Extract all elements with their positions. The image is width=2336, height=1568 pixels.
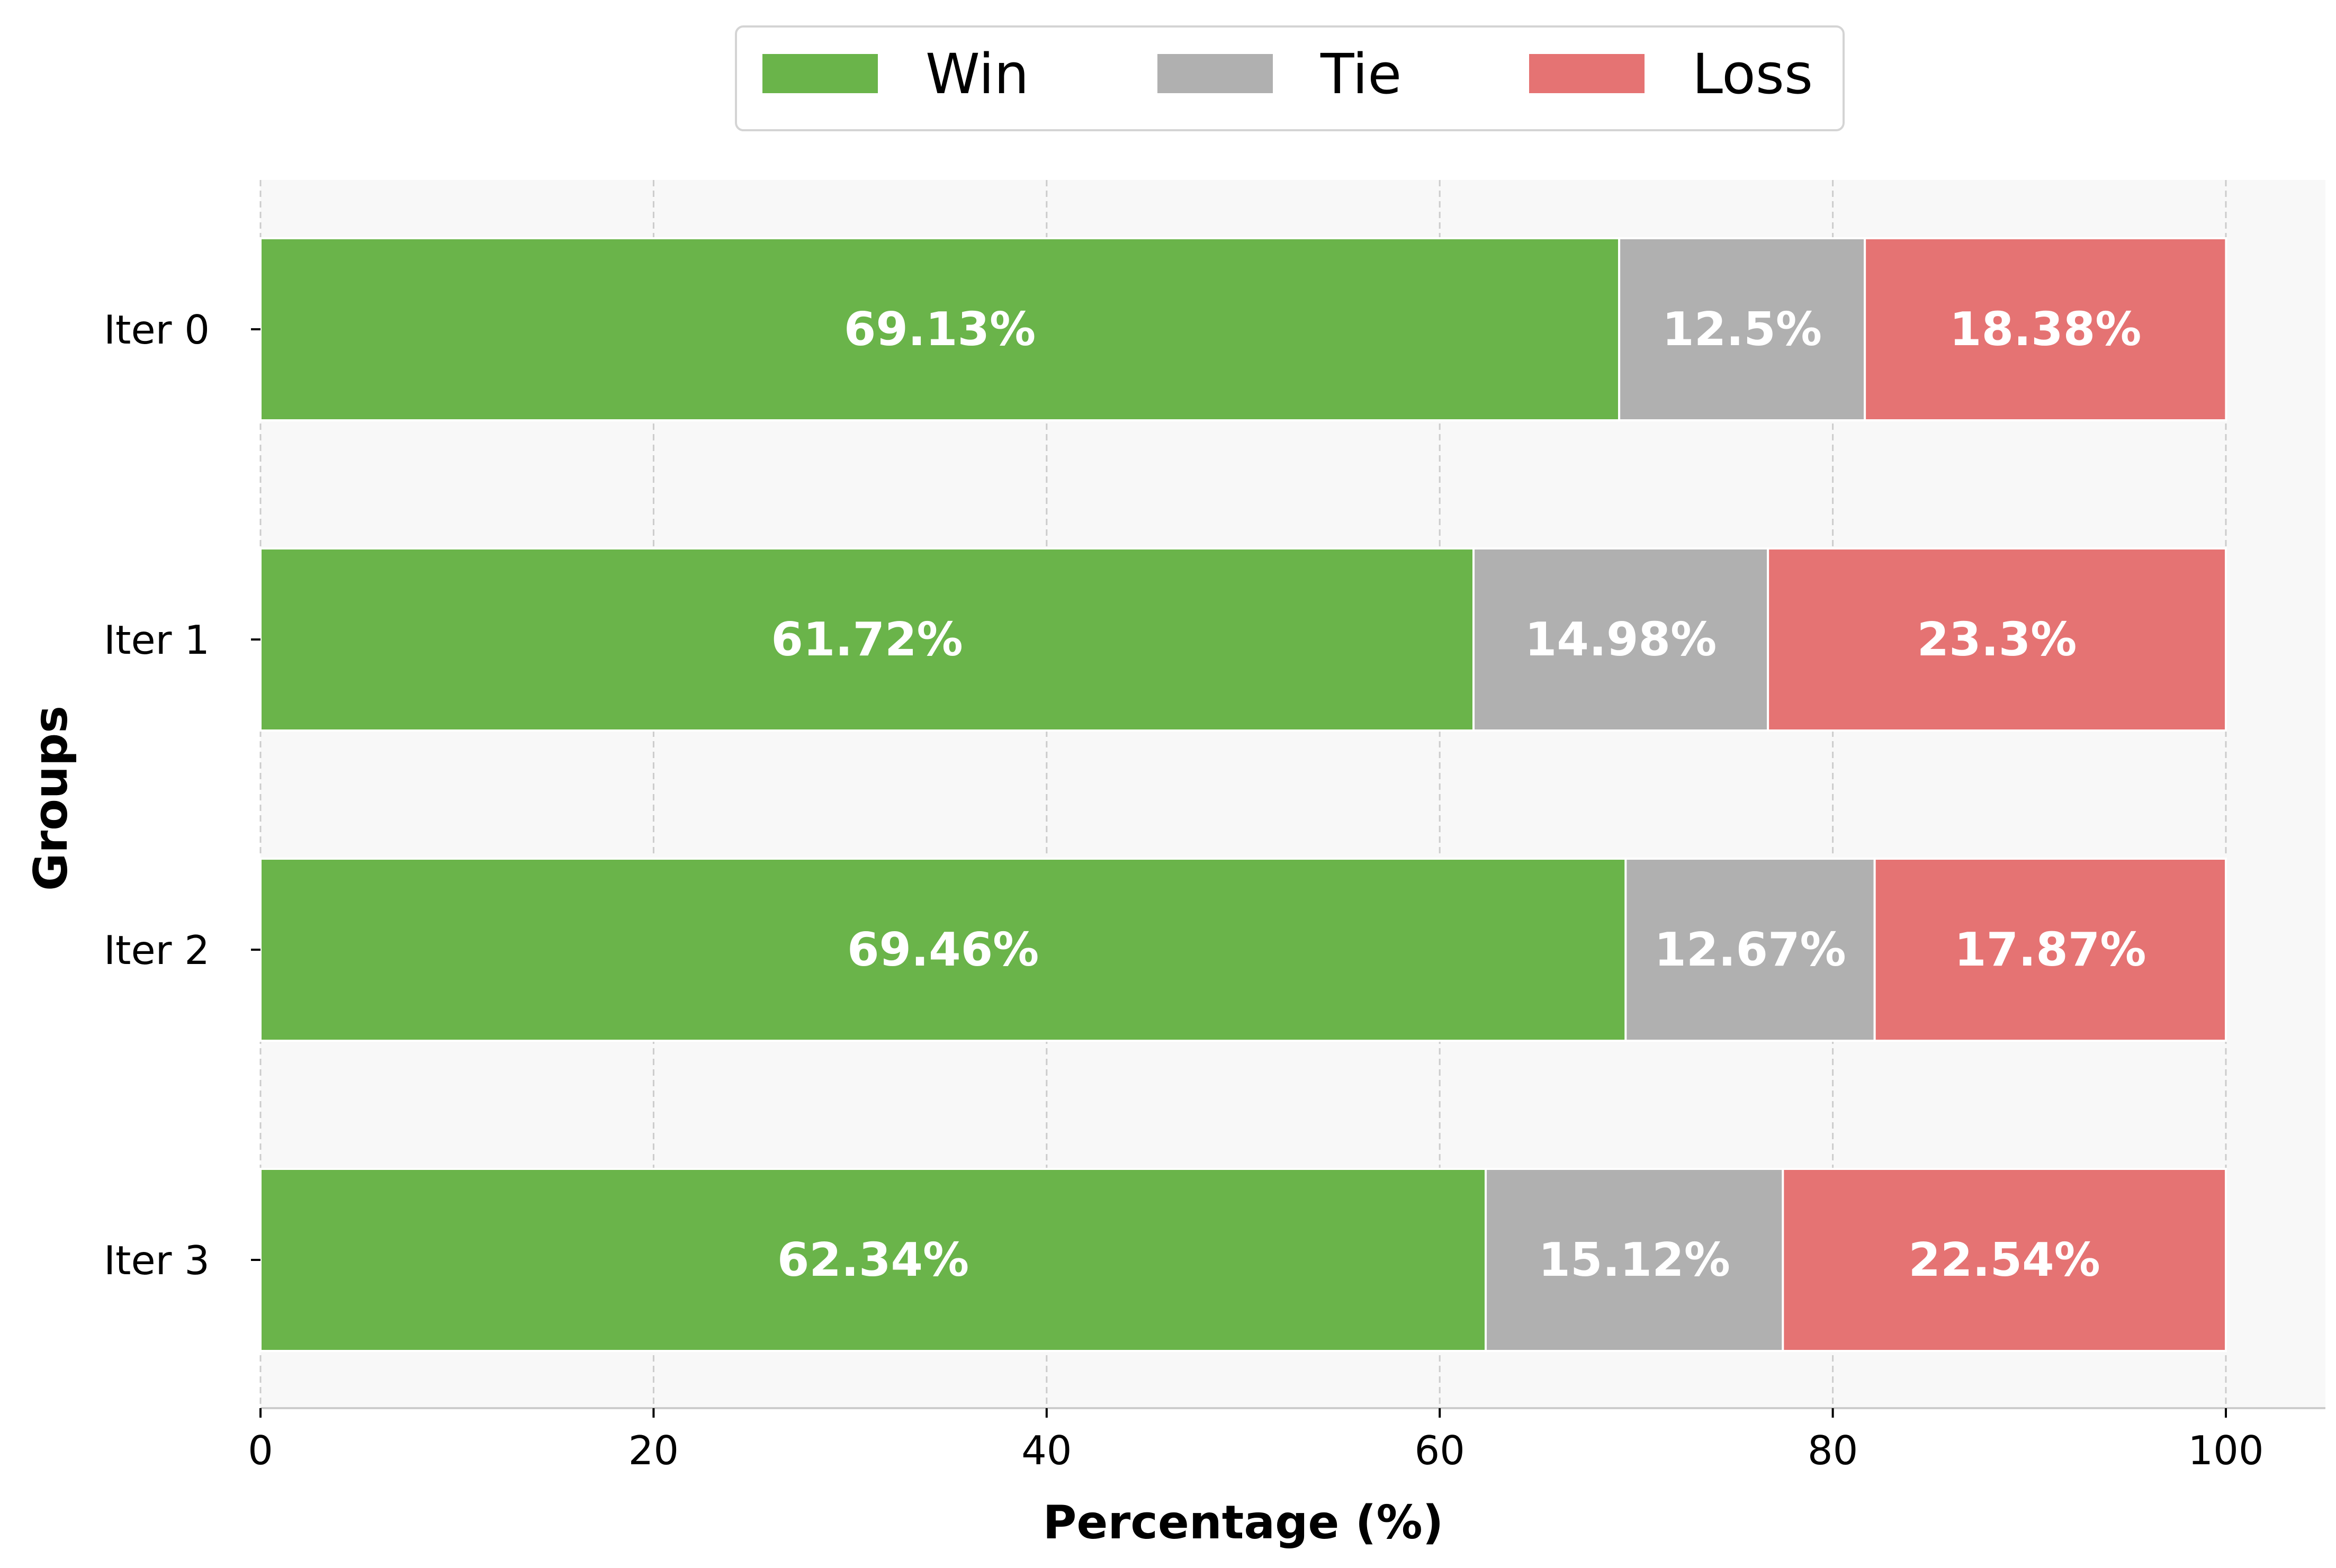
bar-data-label: 17.87% <box>1954 923 2146 977</box>
y-axis-title: Groups <box>24 706 78 891</box>
bar-data-label: 15.12% <box>1539 1233 1730 1287</box>
bar-segment-win <box>259 858 1627 1042</box>
bar-segment-win <box>259 1168 1487 1352</box>
y-tick-label: Iter 2 <box>104 927 210 974</box>
x-tick-label: 100 <box>2188 1427 2263 1474</box>
bar-segment-win <box>259 547 1475 732</box>
bar-segment-loss <box>1864 237 2227 421</box>
bar-segment-loss <box>1767 547 2227 732</box>
legend-swatch-loss <box>1529 54 1645 93</box>
bar-data-label: 69.46% <box>847 923 1039 977</box>
axes: 0 20 40 60 80 100 Iter 0 Iter 1 Iter 2 Iter 3 <box>104 307 2325 1474</box>
legend-box <box>735 25 1845 131</box>
x-axis-title: Percentage (%) <box>1043 1495 1444 1549</box>
x-tick-label: 60 <box>1414 1427 1465 1474</box>
legend-label-loss: Loss <box>1692 42 1813 106</box>
legend-label-win: Win <box>926 42 1029 106</box>
bar-data-label: 23.3% <box>1917 612 2077 666</box>
y-tick-label: Iter 0 <box>104 307 210 353</box>
y-tick-label: Iter 1 <box>104 617 210 663</box>
bar-data-label: 62.34% <box>777 1233 969 1287</box>
legend: Win Tie Loss <box>735 25 1845 131</box>
bar-segment-tie <box>1485 1168 1784 1352</box>
data-labels: 69.13% 12.5% 18.38% 61.72% 14.98% 23.3% 69.46%… <box>771 302 2146 1287</box>
x-tick-label: 40 <box>1021 1427 1072 1474</box>
bar-segment-loss <box>1782 1168 2227 1352</box>
bar-data-label: 14.98% <box>1525 612 1717 666</box>
legend-label-tie: Tie <box>1320 42 1401 106</box>
x-tick-label: 0 <box>248 1427 273 1474</box>
bar-data-label: 69.13% <box>844 302 1036 356</box>
bar-data-label: 61.72% <box>771 612 963 666</box>
bar-data-label: 12.5% <box>1662 302 1822 356</box>
bar-segment-tie <box>1624 858 1876 1042</box>
bar-segment-win <box>259 237 1621 421</box>
legend-swatch-tie <box>1157 54 1273 93</box>
bar-segment-tie <box>1618 237 1866 421</box>
bar-data-label: 22.54% <box>1908 1233 2100 1287</box>
bar-data-label: 18.38% <box>1949 302 2141 356</box>
bars <box>259 237 2227 1352</box>
bar-segment-tie <box>1472 547 1769 732</box>
x-tick-label: 20 <box>628 1427 679 1474</box>
x-tick-label: 80 <box>1808 1427 1858 1474</box>
legend-swatch-win <box>762 54 878 93</box>
y-tick-label: Iter 3 <box>104 1237 210 1284</box>
bar-data-label: 12.67% <box>1654 923 1846 977</box>
bar-segment-loss <box>1873 858 2227 1042</box>
